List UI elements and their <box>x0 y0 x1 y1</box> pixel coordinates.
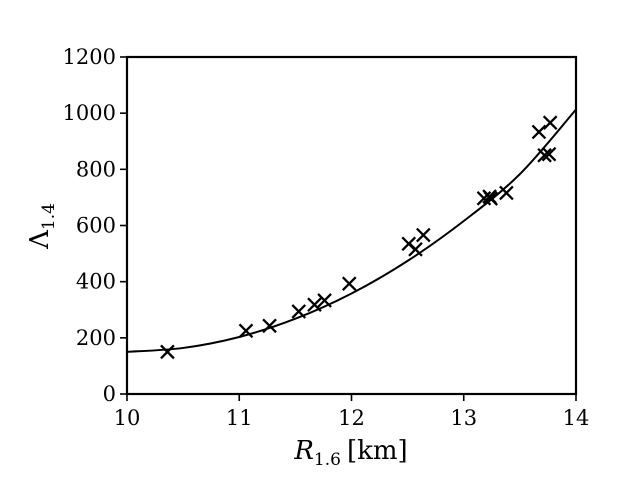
fit-curve-layer <box>126 108 577 353</box>
y-axis-ticks: 0 200 400 600 800 1000 1200 <box>63 45 127 406</box>
data-point-marker <box>531 124 547 140</box>
data-point-marker <box>317 293 332 308</box>
y-tick-label: 400 <box>76 270 116 294</box>
data-points-layer <box>160 115 558 360</box>
y-tick-label: 1200 <box>63 45 116 69</box>
data-point-marker <box>537 147 552 163</box>
data-point-marker <box>408 242 423 257</box>
plot-area <box>125 55 578 396</box>
y-axis-subscript: 1.4 <box>39 203 59 230</box>
fit-curve-line <box>126 108 577 353</box>
y-tick-label: 0 <box>103 382 116 406</box>
y-tick-label: 800 <box>76 157 116 181</box>
x-tick-label: 11 <box>226 406 253 430</box>
y-axis-label: Λ1.4 <box>25 203 59 250</box>
data-point-marker <box>262 318 277 334</box>
data-point-marker <box>541 146 557 162</box>
data-point-marker <box>499 185 514 201</box>
data-point-marker <box>416 227 431 243</box>
data-point-marker <box>160 344 175 360</box>
x-tick-label: 10 <box>114 406 141 430</box>
x-axis-subscript: 1.6 <box>314 450 341 470</box>
x-axis-ticks: 10 11 12 13 14 <box>114 394 590 430</box>
data-point-marker <box>341 276 357 291</box>
data-point-marker <box>307 297 322 313</box>
data-point-marker <box>483 191 499 206</box>
plot-frame <box>125 55 578 396</box>
x-tick-label: 13 <box>450 406 477 430</box>
data-point-marker <box>238 323 254 339</box>
x-axis-symbol: R <box>293 436 314 466</box>
x-axis-unit: [km] <box>347 436 408 466</box>
y-tick-label: 1000 <box>63 101 116 125</box>
y-tick-label: 600 <box>76 214 116 238</box>
y-tick-label: 200 <box>76 326 116 350</box>
x-tick-label: 14 <box>563 406 590 430</box>
x-tick-label: 12 <box>338 406 365 430</box>
data-point-marker <box>291 304 307 319</box>
y-axis-symbol: Λ <box>25 229 55 250</box>
x-axis-label: R1.6 [km] <box>293 436 407 470</box>
data-point-marker <box>542 115 558 131</box>
